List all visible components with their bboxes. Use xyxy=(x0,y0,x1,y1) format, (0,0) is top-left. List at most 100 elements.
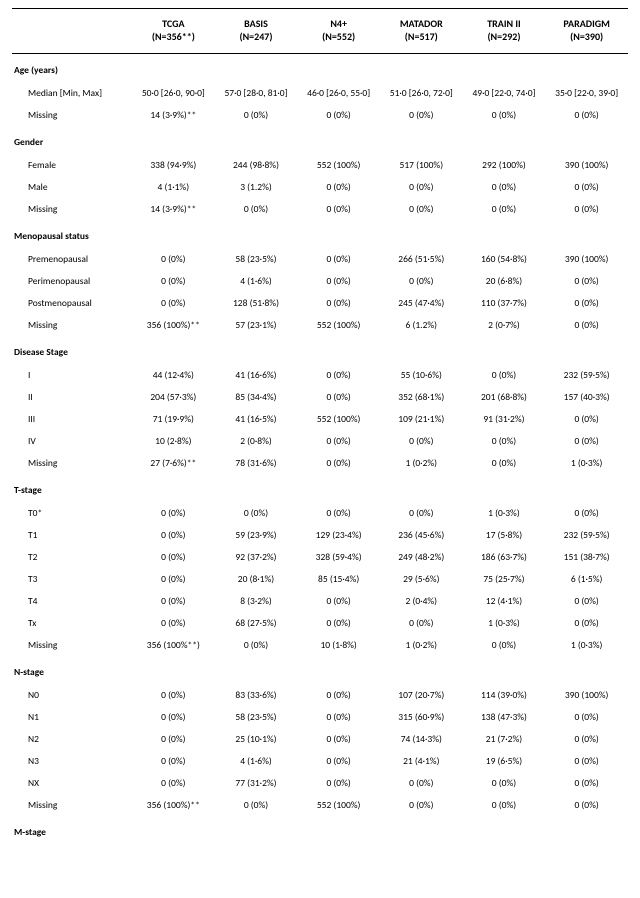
cell-value: 20 (6·8%) xyxy=(463,270,546,292)
row-label: N1 xyxy=(12,706,132,728)
section-title: Menopausal status xyxy=(12,220,628,248)
cell-value: 0 (0%) xyxy=(297,502,380,524)
col-header: PARADIGM(N=390) xyxy=(545,9,628,54)
col-n: (N=552) xyxy=(299,30,378,43)
cell-value: 0 (0%) xyxy=(297,386,380,408)
cell-value: 109 (21·1%) xyxy=(380,408,463,430)
cell-value: 14 (3·9%)** xyxy=(132,104,215,126)
section-title: Age (years) xyxy=(12,54,628,83)
col-name: TRAIN II xyxy=(465,17,544,30)
cell-value: 244 (98·8%) xyxy=(215,154,298,176)
cell-value: 315 (60·9%) xyxy=(380,706,463,728)
cell-value: 0 (0%) xyxy=(132,750,215,772)
cell-value: 0 (0%) xyxy=(297,772,380,794)
cell-value: 0 (0%) xyxy=(132,524,215,546)
cell-value: 85 (15·4%) xyxy=(297,568,380,590)
cell-value: 0 (0%) xyxy=(545,176,628,198)
row-label: Missing xyxy=(12,314,132,336)
table-row: Male4 (1·1%)3 (1.2%)0 (0%)0 (0%)0 (0%)0 … xyxy=(12,176,628,198)
row-label: II xyxy=(12,386,132,408)
cell-value: 0 (0%) xyxy=(545,502,628,524)
col-header: BASIS(N=247) xyxy=(215,9,298,54)
cell-value: 0 (0%) xyxy=(215,634,298,656)
cell-value: 83 (33·6%) xyxy=(215,684,298,706)
cell-value: 50·0 [26·0, 90·0] xyxy=(132,82,215,104)
section-header: Menopausal status xyxy=(12,220,628,248)
row-label: T3 xyxy=(12,568,132,590)
cell-value: 0 (0%) xyxy=(463,364,546,386)
cell-value: 57 (23·1%) xyxy=(215,314,298,336)
cell-value: 160 (54·8%) xyxy=(463,248,546,270)
section-title: M-stage xyxy=(12,816,628,844)
col-header: TRAIN II(N=292) xyxy=(463,9,546,54)
row-label: Missing xyxy=(12,198,132,220)
cell-value: 0 (0%) xyxy=(463,634,546,656)
cell-value: 51·0 [26·0, 72·0] xyxy=(380,82,463,104)
table-row: Median [Min, Max]50·0 [26·0, 90·0]57·0 [… xyxy=(12,82,628,104)
cell-value: 0 (0%) xyxy=(463,198,546,220)
row-label: IV xyxy=(12,430,132,452)
table-row: Premenopausal0 (0%)58 (23·5%)0 (0%)266 (… xyxy=(12,248,628,270)
cell-value: 29 (5·6%) xyxy=(380,568,463,590)
cell-value: 0 (0%) xyxy=(132,612,215,634)
table-row: Missing356 (100%)**0 (0%)552 (100%)0 (0%… xyxy=(12,794,628,816)
cell-value: 390 (100%) xyxy=(545,684,628,706)
cell-value: 58 (23·5%) xyxy=(215,248,298,270)
row-label: T4 xyxy=(12,590,132,612)
cell-value: 71 (19·9%) xyxy=(132,408,215,430)
row-label: N0 xyxy=(12,684,132,706)
col-name: TCGA xyxy=(134,17,213,30)
table-row: NX0 (0%)77 (31·2%)0 (0%)0 (0%)0 (0%)0 (0… xyxy=(12,772,628,794)
cell-value: 245 (47·4%) xyxy=(380,292,463,314)
cell-value: 0 (0%) xyxy=(545,590,628,612)
row-label: T1 xyxy=(12,524,132,546)
cell-value: 0 (0%) xyxy=(297,452,380,474)
cell-value: 0 (0%) xyxy=(463,794,546,816)
cell-value: 3 (1.2%) xyxy=(215,176,298,198)
cell-value: 0 (0%) xyxy=(545,270,628,292)
cell-value: 0 (0%) xyxy=(132,684,215,706)
row-label: T2 xyxy=(12,546,132,568)
cell-value: 57·0 [28·0, 81·0] xyxy=(215,82,298,104)
cell-value: 236 (45·6%) xyxy=(380,524,463,546)
table-row: Tx0 (0%)68 (27·5%)0 (0%)0 (0%)1 (0·3%)0 … xyxy=(12,612,628,634)
cell-value: 41 (16·5%) xyxy=(215,408,298,430)
cell-value: 204 (57·3%) xyxy=(132,386,215,408)
cell-value: 4 (1·6%) xyxy=(215,750,298,772)
row-label: Female xyxy=(12,154,132,176)
cell-value: 14 (3·9%)** xyxy=(132,198,215,220)
cell-value: 2 (0·7%) xyxy=(463,314,546,336)
cell-value: 0 (0%) xyxy=(297,728,380,750)
table-body: Age (years)Median [Min, Max]50·0 [26·0, … xyxy=(12,54,628,845)
table-row: T20 (0%)92 (37·2%)328 (59·4%)249 (48·2%)… xyxy=(12,546,628,568)
cell-value: 6 (1·5%) xyxy=(545,568,628,590)
table-row: Missing27 (7·6%)**78 (31·6%)0 (0%)1 (0·2… xyxy=(12,452,628,474)
table-row: Missing14 (3·9%)**0 (0%)0 (0%)0 (0%)0 (0… xyxy=(12,198,628,220)
cell-value: 249 (48·2%) xyxy=(380,546,463,568)
cell-value: 0 (0%) xyxy=(297,104,380,126)
cell-value: 85 (34·4%) xyxy=(215,386,298,408)
cell-value: 356 (100%)** xyxy=(132,314,215,336)
cell-value: 0 (0%) xyxy=(132,248,215,270)
table-row: T40 (0%)8 (3·2%)0 (0%)2 (0·4%)12 (4·1%)0… xyxy=(12,590,628,612)
col-n: (N=292) xyxy=(465,30,544,43)
cell-value: 107 (20·7%) xyxy=(380,684,463,706)
cell-value: 552 (100%) xyxy=(297,314,380,336)
cell-value: 292 (100%) xyxy=(463,154,546,176)
cell-value: 352 (68·1%) xyxy=(380,386,463,408)
cell-value: 0 (0%) xyxy=(545,728,628,750)
cell-value: 0 (0%) xyxy=(463,772,546,794)
row-label: T0* xyxy=(12,502,132,524)
cell-value: 19 (6·5%) xyxy=(463,750,546,772)
cell-value: 68 (27·5%) xyxy=(215,612,298,634)
row-label: Premenopausal xyxy=(12,248,132,270)
table-row: I44 (12·4%)41 (16·6%)0 (0%)55 (10·6%)0 (… xyxy=(12,364,628,386)
cell-value: 0 (0%) xyxy=(215,502,298,524)
section-header: N-stage xyxy=(12,656,628,684)
col-name: BASIS xyxy=(217,17,296,30)
cell-value: 0 (0%) xyxy=(463,452,546,474)
cell-value: 266 (51·5%) xyxy=(380,248,463,270)
row-label: Missing xyxy=(12,452,132,474)
table-row: T10 (0%)59 (23·9%)129 (23·4%)236 (45·6%)… xyxy=(12,524,628,546)
col-n: (N=356**) xyxy=(134,30,213,43)
